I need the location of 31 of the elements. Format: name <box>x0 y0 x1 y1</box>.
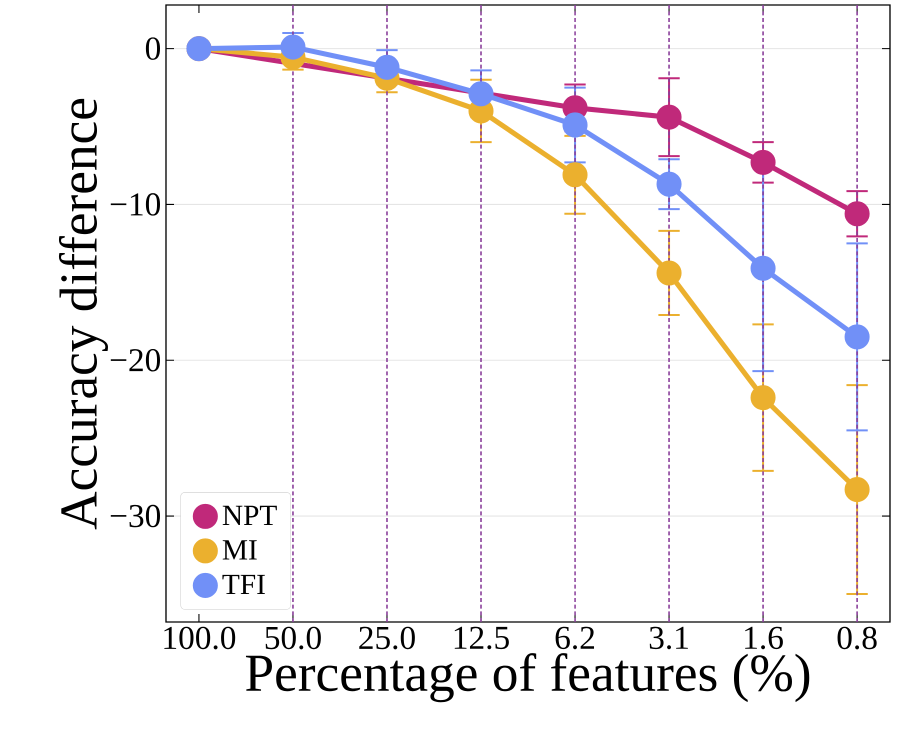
x-tick-label: 25.0 <box>359 626 415 650</box>
y-tick-label: −20 <box>110 348 160 372</box>
x-tick-label: 100.0 <box>164 626 236 650</box>
x-tick-label: 50.0 <box>266 626 321 650</box>
point <box>562 112 588 138</box>
point <box>374 54 400 80</box>
point <box>750 385 776 410</box>
legend-label: NPT <box>222 506 277 525</box>
point <box>468 81 494 106</box>
x-tick-label: 1.6 <box>745 626 783 650</box>
point <box>750 150 776 175</box>
point <box>844 201 870 226</box>
x-tick-label: 12.5 <box>454 626 509 650</box>
point <box>562 162 588 188</box>
x-axis-title: Percentage of features (%) <box>246 653 810 702</box>
x-tick-label: 6.2 <box>556 626 594 650</box>
y-axis-title: Accuracy difference <box>58 98 108 530</box>
legend-label: MI <box>222 540 257 560</box>
point <box>844 477 870 502</box>
point <box>656 172 682 197</box>
legend-label: TFI <box>222 574 265 594</box>
y-tick-label: 0 <box>146 37 160 60</box>
y-tick-label: −30 <box>110 504 160 528</box>
y-tick-label: −10 <box>110 193 160 216</box>
point <box>280 34 306 60</box>
point <box>656 260 682 286</box>
point <box>750 256 776 281</box>
x-tick-label: 3.1 <box>650 626 688 650</box>
point <box>844 324 870 350</box>
x-tick-label: 0.8 <box>838 626 877 650</box>
point <box>656 104 682 130</box>
